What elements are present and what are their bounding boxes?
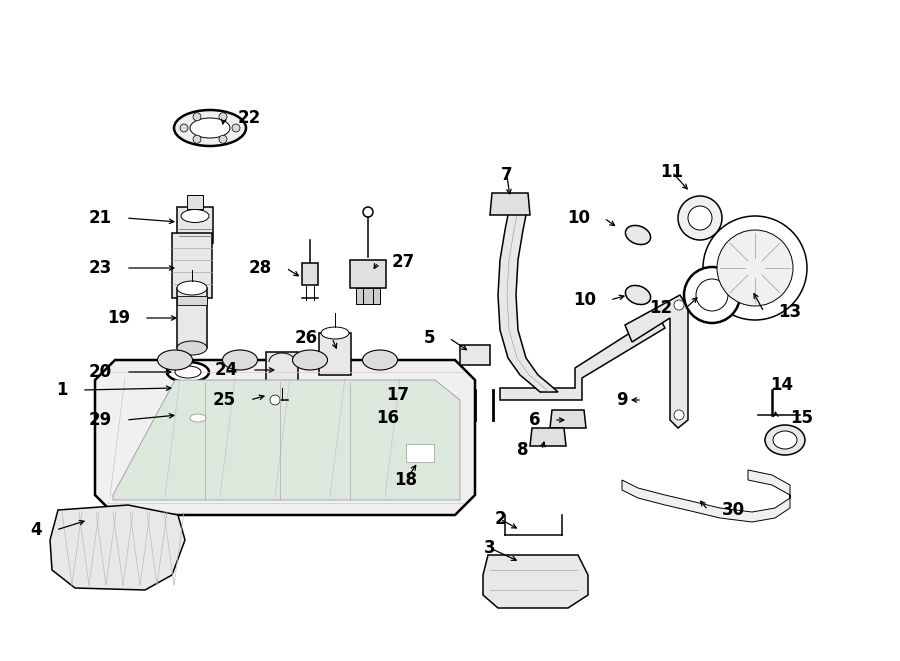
Ellipse shape (626, 225, 651, 245)
Ellipse shape (363, 350, 398, 370)
Polygon shape (550, 410, 586, 428)
Circle shape (684, 267, 740, 323)
Polygon shape (625, 295, 688, 428)
Text: 11: 11 (661, 163, 683, 181)
Ellipse shape (376, 403, 398, 431)
Circle shape (193, 113, 201, 121)
Text: 10: 10 (567, 209, 590, 227)
Text: 26: 26 (295, 329, 318, 347)
Text: 9: 9 (616, 391, 628, 409)
Polygon shape (498, 205, 558, 392)
Ellipse shape (292, 350, 328, 370)
Ellipse shape (181, 210, 209, 223)
Text: 17: 17 (386, 386, 410, 404)
Ellipse shape (177, 341, 207, 355)
Text: 6: 6 (528, 411, 540, 429)
Bar (350, 260, 386, 288)
Circle shape (180, 124, 188, 132)
Ellipse shape (412, 403, 434, 431)
Polygon shape (113, 380, 460, 500)
Circle shape (219, 113, 227, 121)
Polygon shape (500, 315, 665, 400)
Circle shape (696, 279, 728, 311)
Ellipse shape (174, 110, 246, 146)
Bar (302, 263, 318, 285)
Polygon shape (398, 442, 458, 496)
Text: 18: 18 (394, 471, 418, 489)
Text: 13: 13 (778, 303, 801, 321)
Text: 25: 25 (213, 391, 236, 409)
Text: 21: 21 (89, 209, 112, 227)
Ellipse shape (765, 425, 805, 455)
Bar (177, 288, 207, 348)
Bar (266, 352, 298, 388)
Text: 28: 28 (249, 259, 272, 277)
Circle shape (232, 124, 240, 132)
Circle shape (717, 230, 793, 306)
Bar (177, 296, 207, 305)
Text: 4: 4 (31, 521, 42, 539)
Text: 22: 22 (238, 109, 261, 127)
Text: 23: 23 (89, 259, 112, 277)
Text: 27: 27 (392, 253, 415, 271)
Ellipse shape (222, 350, 257, 370)
Circle shape (363, 207, 373, 217)
Circle shape (193, 136, 201, 143)
Text: 3: 3 (484, 539, 496, 557)
Ellipse shape (177, 281, 207, 295)
Circle shape (674, 300, 684, 310)
Text: 2: 2 (494, 510, 506, 528)
Polygon shape (170, 408, 226, 434)
Polygon shape (375, 432, 413, 477)
Ellipse shape (190, 414, 206, 422)
Polygon shape (490, 193, 530, 215)
Bar (172, 233, 212, 298)
Text: 19: 19 (107, 309, 130, 327)
Text: 12: 12 (649, 299, 672, 317)
Text: 15: 15 (790, 409, 813, 427)
Circle shape (678, 196, 722, 240)
Bar (187, 195, 203, 209)
Ellipse shape (167, 362, 209, 382)
Text: 1: 1 (57, 381, 68, 399)
Text: 24: 24 (215, 361, 238, 379)
Circle shape (688, 206, 712, 230)
Polygon shape (95, 360, 475, 515)
Ellipse shape (626, 286, 651, 305)
Ellipse shape (773, 431, 797, 449)
Ellipse shape (263, 393, 287, 407)
Circle shape (674, 410, 684, 420)
Polygon shape (622, 470, 790, 522)
Text: 5: 5 (424, 329, 435, 347)
Polygon shape (483, 555, 588, 608)
Bar (406, 444, 434, 462)
Polygon shape (460, 345, 490, 365)
Polygon shape (50, 505, 185, 590)
Text: 10: 10 (573, 291, 596, 309)
Bar (356, 288, 380, 304)
Text: 16: 16 (376, 409, 400, 427)
Ellipse shape (175, 366, 201, 378)
Ellipse shape (190, 118, 230, 138)
Circle shape (270, 395, 280, 405)
Circle shape (703, 216, 807, 320)
Text: 20: 20 (89, 363, 112, 381)
Ellipse shape (158, 350, 193, 370)
Polygon shape (530, 428, 566, 446)
Text: 30: 30 (722, 501, 745, 519)
Text: 29: 29 (89, 411, 112, 429)
Text: 14: 14 (770, 376, 793, 394)
Text: 8: 8 (517, 441, 528, 459)
Bar (177, 207, 213, 243)
Ellipse shape (321, 327, 349, 339)
Bar (319, 333, 351, 375)
Text: 7: 7 (501, 166, 513, 184)
Circle shape (219, 136, 227, 143)
